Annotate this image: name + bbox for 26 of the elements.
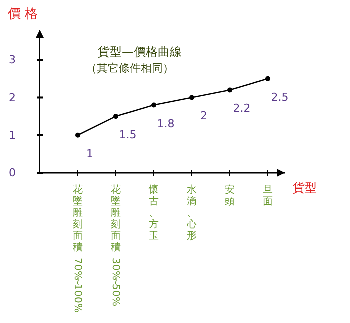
x-tick-label: 水滴、心形: [186, 184, 197, 242]
point: [75, 132, 81, 138]
point: [227, 88, 233, 93]
y-tick-label: 2: [9, 91, 16, 104]
point: [265, 76, 271, 82]
data-label: 1: [86, 147, 94, 160]
y-tick-label: 0: [9, 166, 16, 180]
point: [113, 114, 119, 120]
y-tick-label: 1: [9, 128, 16, 142]
data-label: 1.8: [157, 117, 175, 130]
data-label: 1.5: [119, 128, 137, 142]
x-tick-label: 懷古、方玉: [148, 184, 159, 242]
x-axis-title: 貨型: [293, 181, 317, 195]
point: [151, 102, 157, 108]
x-tick-label: 安頭: [225, 184, 235, 208]
data-label: 2.5: [271, 90, 289, 104]
data-label: 2: [200, 110, 208, 123]
point: [189, 95, 195, 100]
data-label: 2.2: [233, 102, 251, 116]
x-tick-label: 旦面: [263, 185, 273, 208]
y-axis-title: 價 格: [8, 7, 38, 22]
text: （其它條件相同）: [86, 62, 174, 75]
category-label: 花墜雕刻面積 70%~100%: [72, 185, 83, 314]
text: 貨型—價格曲線: [98, 45, 182, 59]
y-tick-label: 3: [9, 54, 16, 67]
category-label: 花墜雕刻面積 30%~50%: [110, 185, 121, 307]
